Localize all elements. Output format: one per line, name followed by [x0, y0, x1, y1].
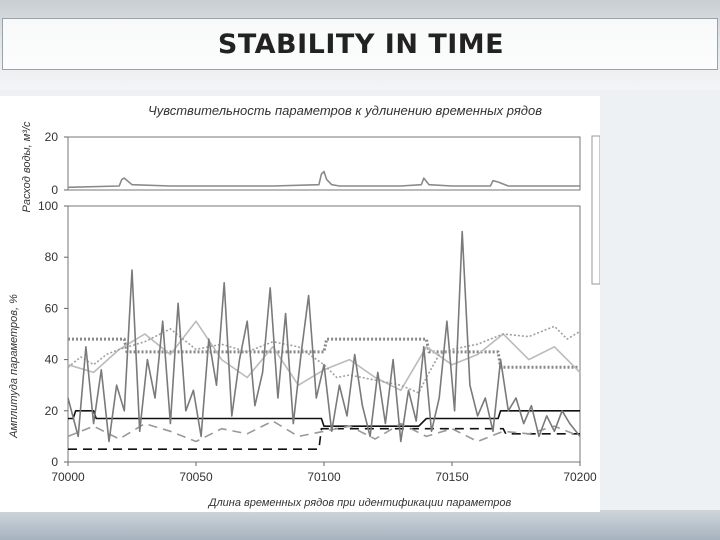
series-line-lzfsmc [67, 325, 581, 394]
series-line-q [67, 170, 580, 189]
slide-footer-background [0, 510, 720, 540]
y-tick-label: 20 [45, 404, 59, 418]
x-axis-label: Длина временных рядов при идентификации … [207, 497, 512, 509]
series-line-uztwml [68, 409, 580, 428]
x-tick-label: 70200 [563, 470, 597, 484]
series-line-lzpkg [67, 420, 581, 443]
y-tick-label: 100 [38, 199, 58, 213]
series-line-lzfsml [68, 337, 580, 369]
legend-frame [591, 135, 600, 285]
y-tick-label: 0 [51, 455, 58, 469]
series-line-lzpkl [68, 427, 580, 451]
y-tick-label: 0 [51, 183, 58, 197]
slide-title: STABILITY IN TIME [217, 29, 505, 60]
top-plot-frame [67, 136, 581, 191]
plot-layer: 0 20 0 20 40 60 80 100 70000 70050 70100 70150 70200 [38, 130, 597, 484]
x-tick-label: 70000 [51, 470, 85, 484]
series-line-q [67, 230, 581, 443]
top-y-axis-label: Расход воды, м³/с [21, 121, 33, 213]
x-tick-label: 70050 [179, 470, 213, 484]
x-tick-label: 70100 [307, 470, 341, 484]
chart-title: Чувствительность параметров к удлинению … [148, 103, 542, 118]
y-tick-label: 40 [45, 353, 59, 367]
x-tick-label: 70150 [435, 470, 469, 484]
legend: UZTWM(L)LZFSM(L)LZPK(L)UZTWM(G)LZFSM(C)L… [591, 135, 600, 285]
title-box: STABILITY IN TIME [2, 18, 718, 70]
chart-svg: Чувствительность параметров к удлинению … [8, 103, 600, 509]
bottom-y-axis-label: Амплитуда параметров, % [8, 294, 20, 439]
y-tick-label: 80 [45, 250, 59, 264]
y-tick-label: 60 [45, 301, 59, 315]
chart-panel: Чувствительность параметров к удлинению … [0, 96, 600, 512]
y-tick-label: 20 [45, 130, 59, 144]
